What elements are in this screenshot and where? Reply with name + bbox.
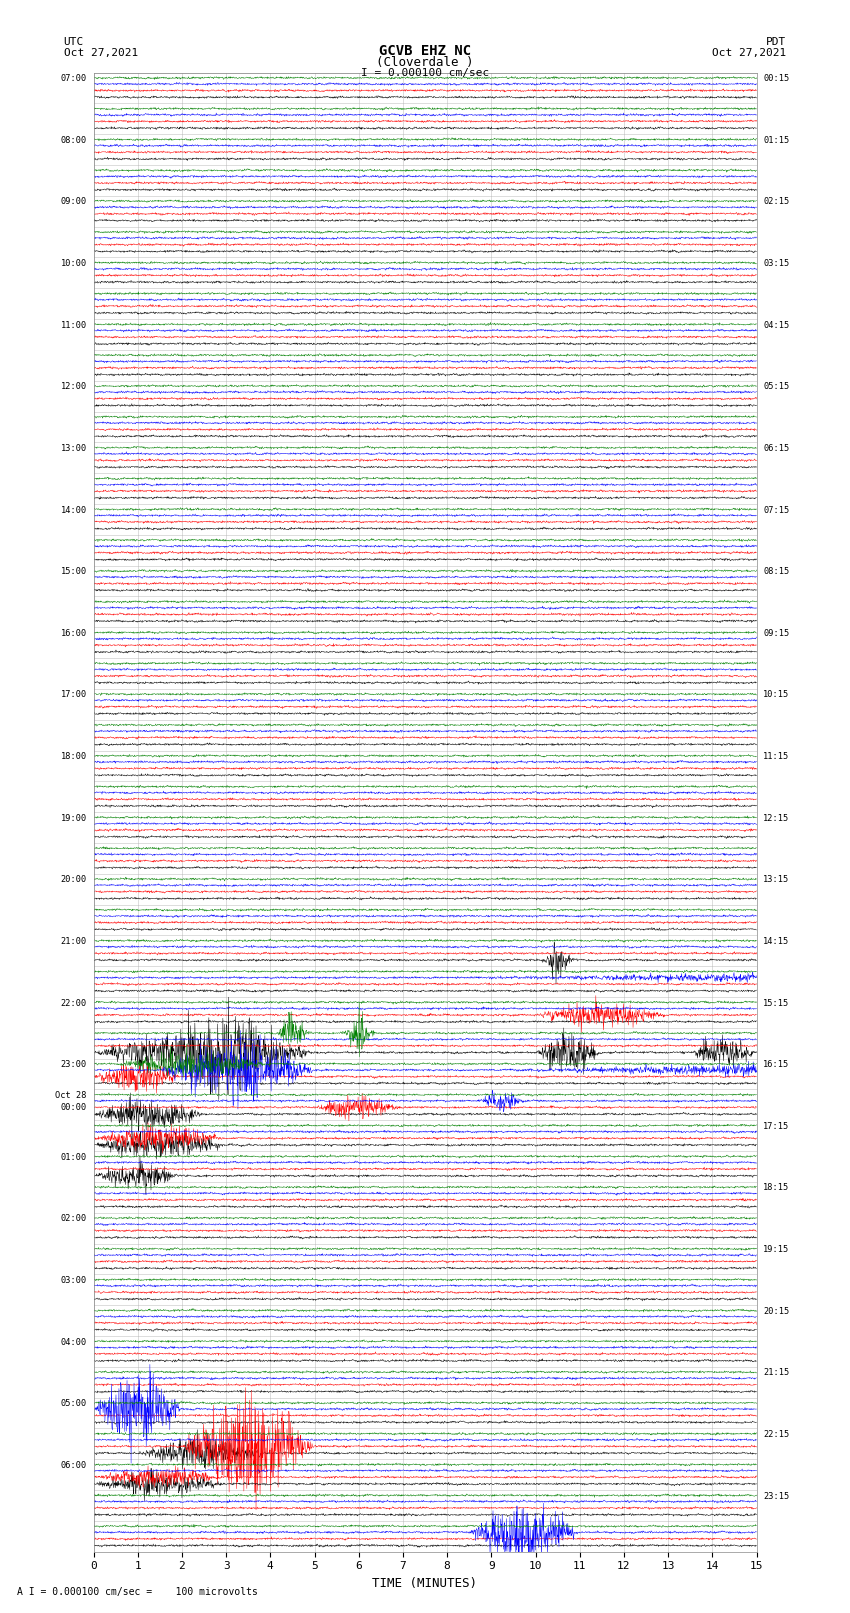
Text: 05:15: 05:15: [763, 382, 790, 392]
Text: 20:00: 20:00: [60, 876, 87, 884]
Text: 11:00: 11:00: [60, 321, 87, 329]
Text: 17:15: 17:15: [763, 1121, 790, 1131]
Text: 14:15: 14:15: [763, 937, 790, 945]
Text: Oct 28: Oct 28: [55, 1090, 87, 1100]
Text: 04:00: 04:00: [60, 1337, 87, 1347]
Text: 05:00: 05:00: [60, 1398, 87, 1408]
Text: 21:15: 21:15: [763, 1368, 790, 1378]
Text: 15:15: 15:15: [763, 998, 790, 1008]
Text: 00:00: 00:00: [60, 1103, 87, 1113]
Text: (Cloverdale ): (Cloverdale ): [377, 56, 473, 69]
Text: 12:15: 12:15: [763, 813, 790, 823]
Text: 03:15: 03:15: [763, 260, 790, 268]
Text: 06:00: 06:00: [60, 1461, 87, 1469]
Text: 04:15: 04:15: [763, 321, 790, 329]
Text: 23:00: 23:00: [60, 1060, 87, 1069]
Text: 19:15: 19:15: [763, 1245, 790, 1253]
Text: 06:15: 06:15: [763, 444, 790, 453]
X-axis label: TIME (MINUTES): TIME (MINUTES): [372, 1578, 478, 1590]
Text: 11:15: 11:15: [763, 752, 790, 761]
Text: 09:00: 09:00: [60, 197, 87, 206]
Text: 07:00: 07:00: [60, 74, 87, 84]
Text: 16:00: 16:00: [60, 629, 87, 637]
Text: I = 0.000100 cm/sec: I = 0.000100 cm/sec: [361, 68, 489, 77]
Text: 13:00: 13:00: [60, 444, 87, 453]
Text: 17:00: 17:00: [60, 690, 87, 700]
Text: 02:00: 02:00: [60, 1215, 87, 1223]
Text: Oct 27,2021: Oct 27,2021: [64, 48, 138, 58]
Text: 19:00: 19:00: [60, 813, 87, 823]
Text: 16:15: 16:15: [763, 1060, 790, 1069]
Text: 07:15: 07:15: [763, 505, 790, 515]
Text: 10:00: 10:00: [60, 260, 87, 268]
Text: 21:00: 21:00: [60, 937, 87, 945]
Text: 01:15: 01:15: [763, 135, 790, 145]
Text: 20:15: 20:15: [763, 1307, 790, 1316]
Text: 10:15: 10:15: [763, 690, 790, 700]
Text: 14:00: 14:00: [60, 505, 87, 515]
Text: 18:15: 18:15: [763, 1184, 790, 1192]
Text: A I = 0.000100 cm/sec =    100 microvolts: A I = 0.000100 cm/sec = 100 microvolts: [17, 1587, 258, 1597]
Text: 12:00: 12:00: [60, 382, 87, 392]
Text: 22:15: 22:15: [763, 1431, 790, 1439]
Text: 13:15: 13:15: [763, 876, 790, 884]
Text: Oct 27,2021: Oct 27,2021: [712, 48, 786, 58]
Text: GCVB EHZ NC: GCVB EHZ NC: [379, 44, 471, 58]
Text: 18:00: 18:00: [60, 752, 87, 761]
Text: 03:00: 03:00: [60, 1276, 87, 1286]
Text: 15:00: 15:00: [60, 568, 87, 576]
Text: 00:15: 00:15: [763, 74, 790, 84]
Text: 22:00: 22:00: [60, 998, 87, 1008]
Text: 09:15: 09:15: [763, 629, 790, 637]
Text: PDT: PDT: [766, 37, 786, 47]
Text: 08:00: 08:00: [60, 135, 87, 145]
Text: 08:15: 08:15: [763, 568, 790, 576]
Text: 23:15: 23:15: [763, 1492, 790, 1500]
Text: 02:15: 02:15: [763, 197, 790, 206]
Text: UTC: UTC: [64, 37, 84, 47]
Text: 01:00: 01:00: [60, 1153, 87, 1161]
